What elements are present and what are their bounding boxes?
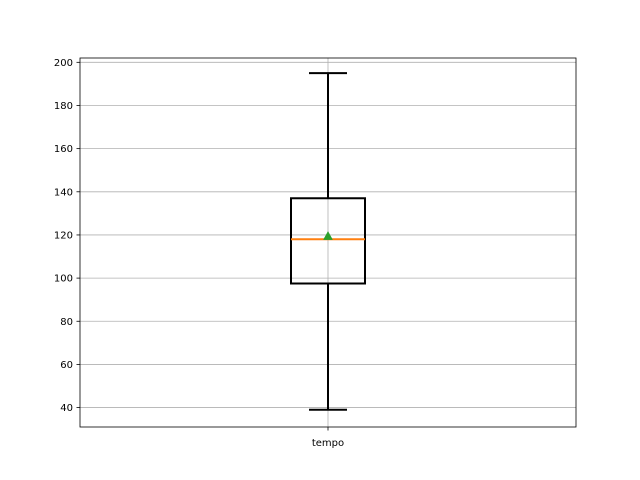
y-tick-label: 40: [60, 403, 73, 414]
y-tick-label: 140: [54, 187, 73, 198]
y-tick-label: 180: [54, 101, 73, 112]
y-tick-label: 120: [54, 231, 73, 242]
x-axis: tempo: [312, 427, 344, 449]
y-tick-label: 200: [54, 58, 73, 69]
box-iqr: [290, 197, 366, 285]
y-tick-label: 100: [54, 274, 73, 285]
x-tick-label: tempo: [312, 438, 344, 449]
y-axis: 40 60 80 100 120 140 160 180 200: [54, 58, 80, 414]
y-tick-label: 60: [60, 360, 73, 371]
mean-marker: [323, 231, 333, 240]
boxplot: [290, 72, 366, 411]
y-tick-label: 160: [54, 144, 73, 155]
y-tick-label: 80: [60, 317, 73, 328]
